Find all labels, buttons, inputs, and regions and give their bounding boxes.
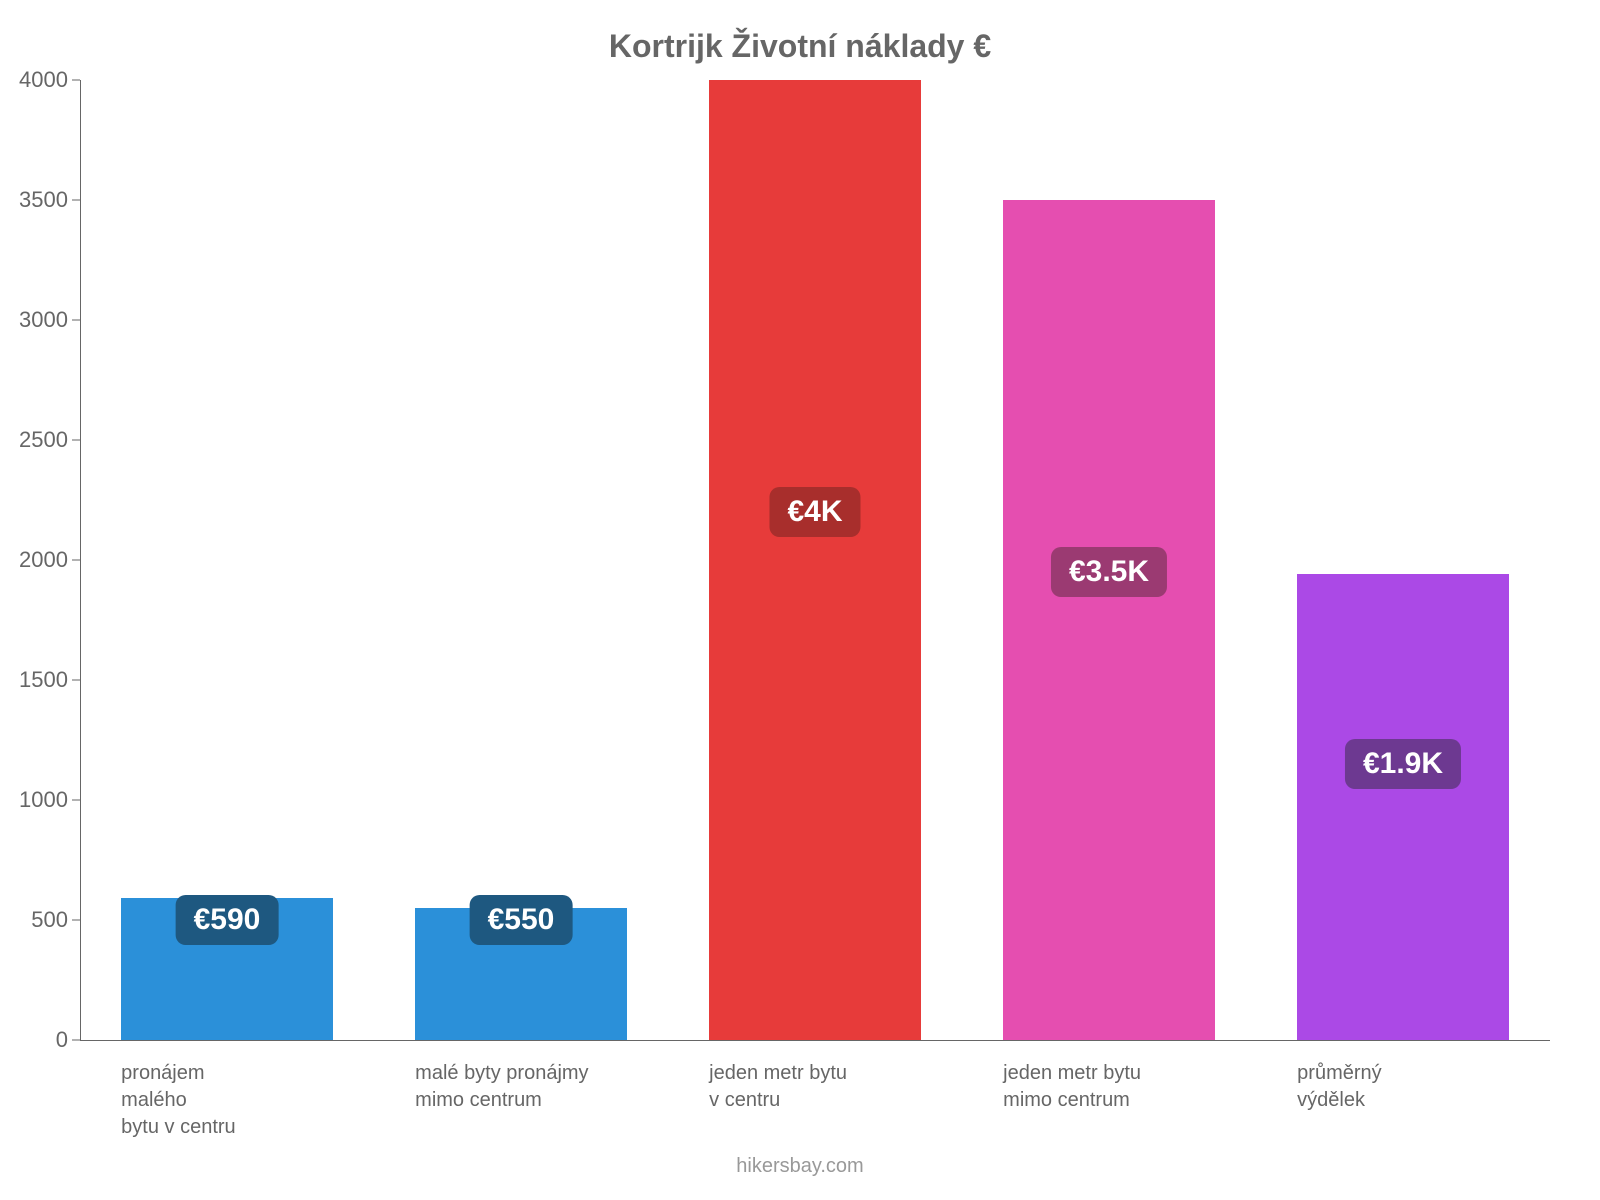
value-badge: €4K — [769, 487, 860, 537]
plot-area: 05001000150020002500300035004000€590pron… — [80, 80, 1550, 1040]
y-tick-label: 0 — [56, 1027, 80, 1053]
x-tick-label: jeden metr bytu mimo centrum — [1003, 1040, 1275, 1114]
x-tick-label: malé byty pronájmy mimo centrum — [415, 1040, 687, 1114]
bar — [1003, 200, 1215, 1040]
y-tick-label: 500 — [31, 907, 80, 933]
x-tick-label: průměrný výdělek — [1297, 1040, 1569, 1114]
y-tick-label: 2500 — [19, 427, 80, 453]
chart-title: Kortrijk Životní náklady € — [0, 28, 1600, 65]
y-tick-label: 4000 — [19, 67, 80, 93]
y-tick-label: 1000 — [19, 787, 80, 813]
value-badge: €3.5K — [1051, 547, 1167, 597]
y-axis-line — [80, 80, 81, 1040]
value-badge: €1.9K — [1345, 739, 1461, 789]
y-tick-label: 3000 — [19, 307, 80, 333]
bar — [1297, 574, 1509, 1040]
value-badge: €550 — [470, 895, 573, 945]
y-tick-label: 3500 — [19, 187, 80, 213]
attribution-text: hikersbay.com — [0, 1155, 1600, 1178]
x-tick-label: jeden metr bytu v centru — [709, 1040, 981, 1114]
y-tick-label: 2000 — [19, 547, 80, 573]
bar — [709, 80, 921, 1040]
chart-container: Kortrijk Životní náklady € 0500100015002… — [0, 0, 1600, 1200]
x-tick-label: pronájem malého bytu v centru — [121, 1040, 393, 1141]
y-tick-label: 1500 — [19, 667, 80, 693]
value-badge: €590 — [176, 895, 279, 945]
